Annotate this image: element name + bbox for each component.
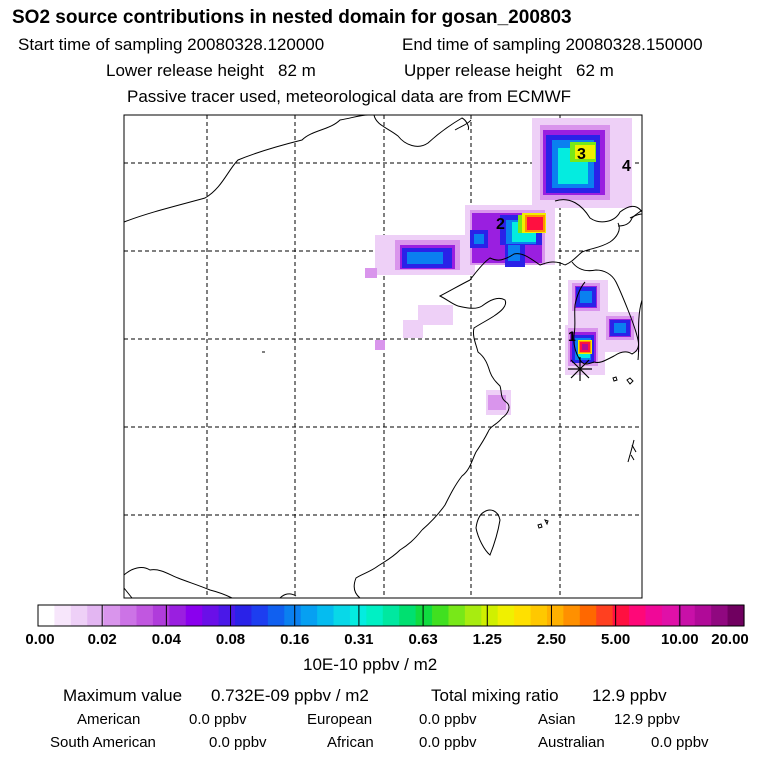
colorbar-tick-label: 5.00 — [601, 631, 631, 648]
hotspot-label-1: 1 — [568, 328, 576, 344]
region-american-value: 0.0 ppbv — [189, 711, 247, 728]
colorbar-cell — [103, 605, 121, 626]
tracer-note: Passive tracer used, meteorological data… — [127, 87, 572, 106]
colorbar-tick-label: 0.31 — [344, 631, 374, 648]
max-value-label: Maximum value — [63, 686, 183, 705]
region-asian-label: Asian — [538, 711, 576, 728]
colorbar-separators — [101, 605, 681, 626]
colorbar-cell — [300, 605, 318, 626]
colorbar-cell — [579, 605, 597, 626]
colorbar-cell — [661, 605, 679, 626]
region-european-label: European — [307, 711, 373, 728]
colorbar-cell — [38, 605, 56, 626]
colorbar-cell — [563, 605, 581, 626]
colorbar-cell — [678, 605, 696, 626]
colorbar-tick-label: 10.00 — [661, 631, 699, 648]
colorbar-cell — [120, 605, 138, 626]
colorbar-frame — [37, 604, 745, 627]
colorbar-cell — [267, 605, 285, 626]
colorbar-cell — [218, 605, 236, 626]
colorbar-cell — [317, 605, 335, 626]
colorbar-units: 10E-10 ppbv / m2 — [303, 655, 438, 674]
end-time: End time of sampling 20080328.150000 — [402, 35, 703, 54]
region-south-american-label: South American — [50, 734, 156, 751]
region-african-label: African — [327, 734, 374, 751]
colorbar-cell — [546, 605, 564, 626]
colorbar-cell — [432, 605, 450, 626]
colorbar-cell — [70, 605, 88, 626]
coastlines — [123, 114, 643, 599]
colorbar-cell — [612, 605, 630, 626]
colorbar-cell — [251, 605, 269, 626]
colorbar-cell — [169, 605, 187, 626]
colorbar-cell — [87, 605, 105, 626]
colorbar-cell — [596, 605, 614, 626]
colorbar-tick-label: 0.04 — [151, 631, 181, 648]
grid-lines — [124, 115, 642, 598]
region-australian-label: Australian — [538, 734, 605, 751]
colorbar-cell — [382, 605, 400, 626]
colorbar-tick-label: 0.16 — [280, 631, 310, 648]
colorbar-cell — [727, 605, 745, 626]
colorbar-tick-label: 2.50 — [536, 631, 567, 648]
colorbar-cell — [448, 605, 466, 626]
region-south-american-value: 0.0 ppbv — [209, 734, 267, 751]
colorbar-cell — [202, 605, 220, 626]
region-australian-value: 0.0 ppbv — [651, 734, 709, 751]
colorbar-cell — [711, 605, 729, 626]
receptor-star-marker — [568, 357, 592, 381]
colorbar-cell — [235, 605, 253, 626]
colorbar-cell — [645, 605, 663, 626]
hotspot-label-2: 2 — [496, 216, 505, 233]
colorbar-tick-label: 20.00 — [711, 631, 749, 648]
hotspot-label-3: 3 — [577, 146, 586, 163]
lower-release-height: Lower release height 82 m — [106, 61, 316, 80]
concentration-field — [365, 118, 640, 415]
colorbar-cell — [54, 605, 72, 626]
colorbar-cell — [497, 605, 515, 626]
colorbar-tick-label: 0.63 — [408, 631, 438, 648]
total-mixing-label: Total mixing ratio — [431, 686, 559, 705]
colorbar-cell — [136, 605, 154, 626]
colorbar-tick-label: 1.25 — [472, 631, 502, 648]
colorbar-tick-label: 0.08 — [215, 631, 246, 648]
total-mixing-value: 12.9 ppbv — [592, 686, 667, 705]
colorbar-cell — [464, 605, 482, 626]
hotspot-label-4: 4 — [622, 158, 631, 175]
colorbar-cell — [481, 605, 499, 626]
colorbar-cell — [415, 605, 433, 626]
colorbar-cell — [284, 605, 302, 626]
region-african-value: 0.0 ppbv — [419, 734, 477, 751]
colorbar-cell — [629, 605, 647, 626]
colorbar-tick-label: 0.00 — [25, 631, 55, 648]
colorbar-cell — [514, 605, 532, 626]
colorbar-cell — [530, 605, 548, 626]
colorbar-tick-label: 0.02 — [87, 631, 117, 648]
max-value: 0.732E-09 ppbv / m2 — [211, 686, 369, 705]
chart-title: SO2 source contributions in nested domai… — [12, 7, 572, 28]
region-european-value: 0.0 ppbv — [419, 711, 477, 728]
region-american-label: American — [77, 711, 141, 728]
colorbar-cells — [38, 605, 745, 626]
colorbar-cell — [694, 605, 712, 626]
start-time: Start time of sampling 20080328.120000 — [18, 35, 325, 54]
colorbar-cell — [333, 605, 351, 626]
colorbar-cell — [399, 605, 417, 626]
colorbar-cell — [152, 605, 170, 626]
colorbar-cell — [185, 605, 203, 626]
region-asian-value: 12.9 ppbv — [614, 711, 680, 728]
upper-release-height: Upper release height 62 m — [404, 61, 614, 80]
colorbar-cell — [366, 605, 384, 626]
